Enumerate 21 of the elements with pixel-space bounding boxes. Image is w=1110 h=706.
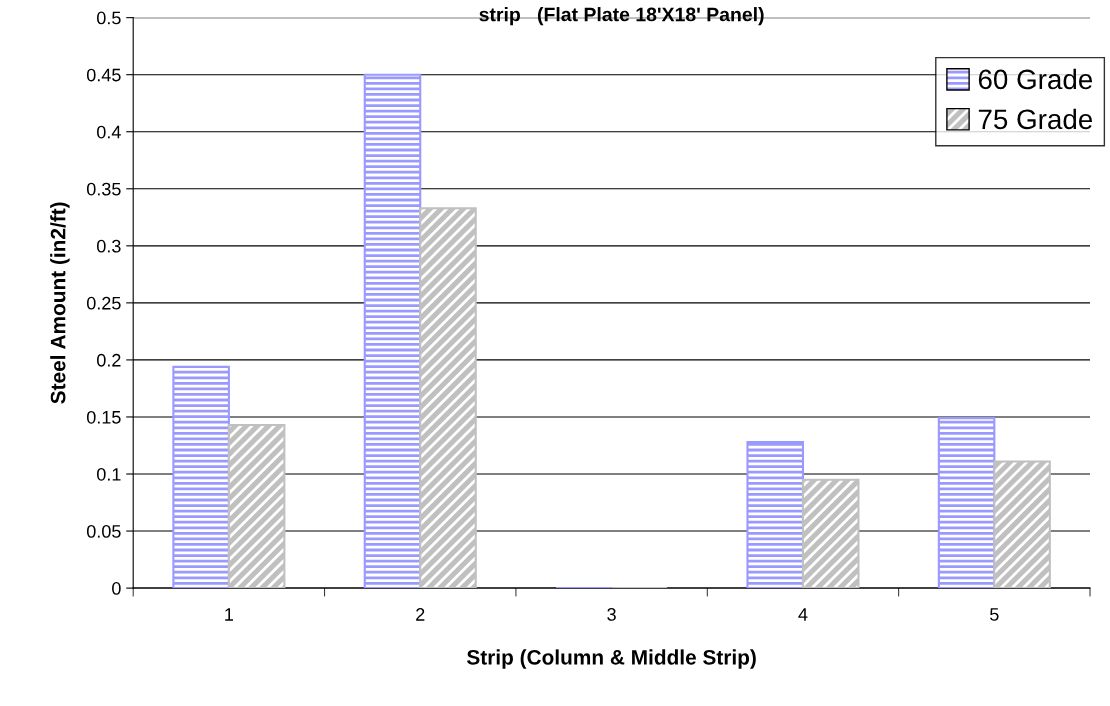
legend-label: 60 Grade [978,68,1093,90]
x-tick-label: 2 [416,608,425,621]
y-tick-label: 0.5 [97,11,121,25]
y-tick-label: 0.4 [97,125,121,139]
x-axis-title: Strip (Column & Middle Strip) [466,649,756,669]
y-tick-label: 0.35 [86,182,121,196]
y-tick-label: 0.1 [97,467,121,481]
x-tick-label: 5 [990,608,999,621]
y-tick-label: 0.15 [86,410,121,424]
legend-label: 75 Grade [978,108,1093,130]
y-tick-label: 0.05 [86,524,121,538]
y-tick-label: 0.25 [86,296,121,310]
y-tick-label: 0.3 [97,239,121,253]
y-axis-title: Steel Amount (in2/ft) [50,202,70,404]
x-tick-label: 3 [607,608,616,621]
chart-title: strip (Flat Plate 18'X18' Panel) [479,7,764,26]
x-tick-label: 4 [798,608,808,621]
y-tick-label: 0 [112,582,121,595]
y-tick-label: 0.45 [86,68,121,82]
x-tick-label: 1 [225,608,234,621]
y-tick-label: 0.2 [97,353,121,367]
